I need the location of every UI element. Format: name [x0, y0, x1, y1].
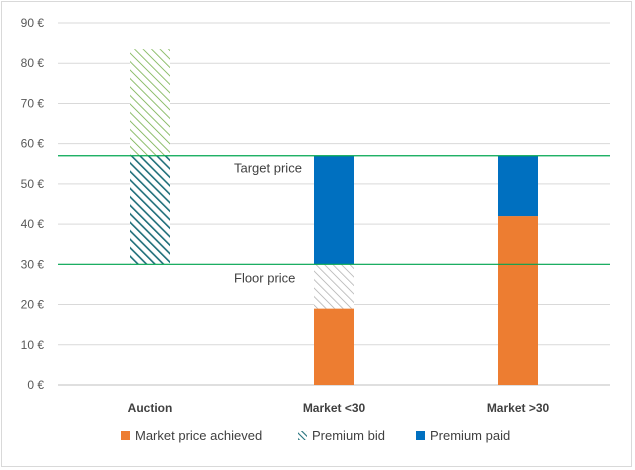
bar-market-price: [498, 216, 538, 385]
legend-swatch: [121, 431, 130, 440]
bars: [130, 49, 538, 385]
reference-lines: Target price Floor price: [58, 155, 610, 285]
bar-premium-bid-above-target: [130, 49, 170, 156]
y-axis: 0 € 10 € 20 € 30 € 40 € 50 € 60 € 70 € 80 € 90 €: [21, 16, 45, 392]
y-tick-label: 10 €: [21, 338, 45, 352]
bar-market-price: [314, 308, 354, 385]
legend-label: Premium paid: [430, 428, 510, 443]
y-tick-label: 60 €: [21, 137, 45, 151]
x-axis: Auction Market <30 Market >30: [128, 401, 550, 415]
y-tick-label: 90 €: [21, 16, 45, 30]
y-tick-label: 0 €: [27, 378, 44, 392]
y-tick-label: 40 €: [21, 217, 45, 231]
x-category-label: Auction: [128, 401, 173, 415]
legend-label: Market price achieved: [135, 428, 262, 443]
legend: Market price achieved Premium bid Premium …: [121, 428, 510, 443]
y-tick-label: 20 €: [21, 298, 45, 312]
y-tick-label: 80 €: [21, 56, 45, 70]
x-category-label: Market >30: [487, 401, 550, 415]
y-tick-label: 70 €: [21, 96, 45, 110]
bar-premium-paid: [314, 155, 354, 265]
bar-premium-paid: [498, 155, 538, 217]
legend-label: Premium bid: [312, 428, 385, 443]
x-category-label: Market <30: [303, 401, 366, 415]
y-tick-label: 30 €: [21, 257, 45, 271]
legend-swatch: [416, 431, 425, 440]
bar-premium-bid: [314, 264, 354, 309]
reference-line-label: Target price: [234, 161, 302, 176]
bar-premium-bid: [130, 155, 170, 265]
legend-swatch: [298, 431, 307, 440]
y-tick-label: 50 €: [21, 177, 45, 191]
reference-line-label: Floor price: [234, 270, 295, 285]
